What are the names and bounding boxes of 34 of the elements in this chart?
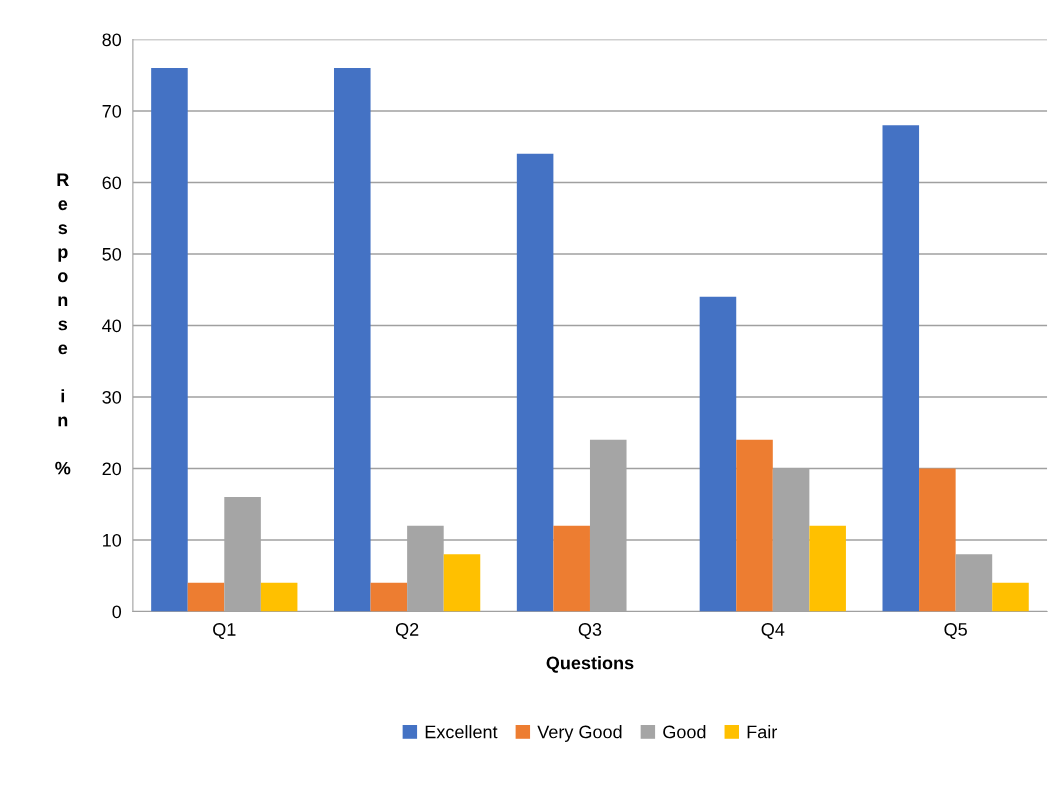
text: Response in % (55, 173, 71, 475)
x-tick-label: Q2 (395, 623, 419, 640)
y-tick-label: 10 (103, 533, 122, 547)
y-tick-label: 30 (102, 390, 122, 404)
y-tick-label: 50 (102, 247, 122, 261)
bar (699, 296, 737, 612)
y-tick-label: 20 (102, 462, 122, 476)
bar (516, 153, 554, 612)
bar (992, 582, 1029, 612)
legend-label: Excellent (425, 725, 498, 739)
x-tick-label: Q1 (213, 623, 236, 640)
x-axis-title: Questions (546, 656, 634, 673)
y-tick-label: 80 (102, 33, 122, 47)
bar (443, 554, 481, 612)
bar (187, 582, 225, 612)
bar (809, 525, 846, 612)
bar (882, 125, 920, 612)
bar (260, 582, 298, 612)
legend-label: Fair (747, 725, 777, 739)
bar (333, 68, 371, 612)
legend-label: Good (663, 725, 706, 739)
bar (151, 68, 188, 612)
y-tick-label: 40 (102, 319, 122, 333)
bar (919, 468, 956, 612)
bar (553, 525, 590, 612)
legend-label: Very Good (537, 725, 622, 742)
bar (736, 439, 773, 612)
y-tick-label: 60 (102, 176, 122, 190)
x-tick-label: Q4 (761, 623, 785, 640)
y-tick-label: 70 (102, 104, 122, 118)
x-tick-label: Q3 (578, 623, 602, 640)
x-tick-label: Q5 (944, 623, 967, 640)
bar (370, 582, 408, 612)
y-tick-label: 0 (112, 605, 122, 619)
